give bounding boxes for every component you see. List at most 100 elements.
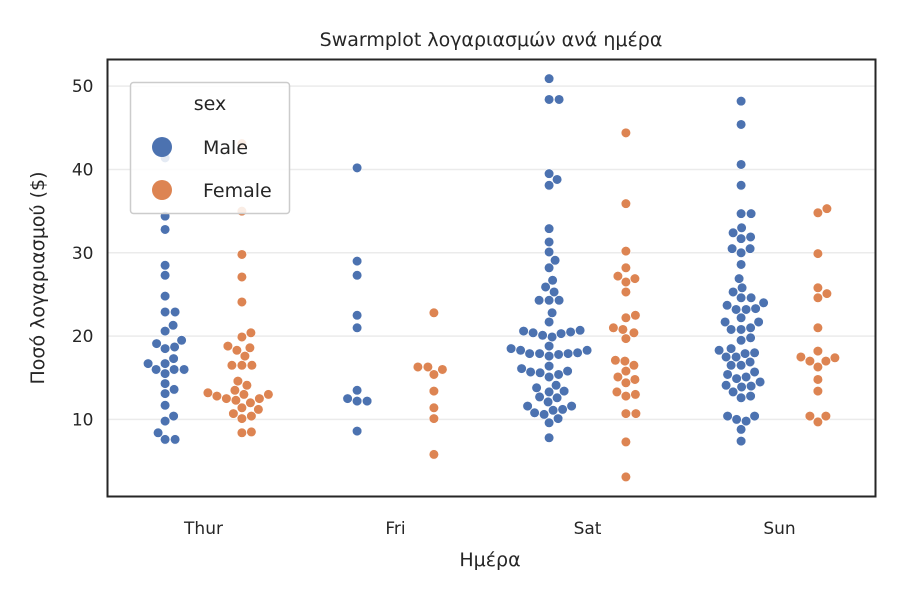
chart-title: Swarmplot λογαριασμών ανά ημέρα (320, 29, 663, 51)
data-point-male-fri (352, 310, 363, 321)
data-point-female-thur (232, 376, 243, 387)
data-point-male-thur (160, 343, 171, 354)
data-point-male-fri (352, 322, 363, 333)
data-point-male-thur (160, 400, 171, 411)
x-tick-label: Fri (385, 519, 405, 539)
data-point-male-sat (527, 327, 539, 338)
data-point-male-sun (736, 381, 747, 393)
data-point-female-sat (630, 389, 641, 400)
data-point-female-thur (246, 410, 257, 422)
data-point-male-sat (551, 392, 563, 403)
x-tick-label: Sun (763, 519, 795, 539)
data-point-male-sat (543, 94, 555, 105)
data-point-male-thur (176, 335, 187, 346)
data-point-male-sat (572, 347, 583, 358)
data-point-female-sun (812, 248, 824, 259)
data-point-female-thur (222, 341, 233, 352)
data-point-male-sat (506, 343, 517, 354)
y-tick-label: 10 (72, 410, 94, 430)
legend-box (129, 81, 291, 215)
data-point-male-sat (540, 281, 551, 293)
data-point-female-fri (412, 361, 424, 373)
data-point-male-thur (170, 434, 181, 445)
data-point-male-fri (352, 256, 363, 267)
data-point-male-sat (543, 371, 555, 383)
data-point-female-sat (612, 271, 624, 282)
data-point-female-sat (608, 322, 619, 333)
legend-title: sex (194, 93, 227, 115)
data-point-female-sun (821, 203, 833, 214)
data-point-male-thur (160, 358, 171, 369)
data-point-male-thur (153, 427, 164, 438)
data-point-male-sun (740, 371, 752, 383)
data-point-female-sun (812, 322, 824, 333)
data-point-female-thur (236, 296, 247, 308)
data-point-female-thur (202, 387, 213, 398)
data-point-male-thur (160, 291, 171, 302)
data-point-male-sat (529, 407, 540, 418)
data-point-female-sun (820, 410, 832, 422)
data-point-female-thur (211, 391, 222, 402)
data-point-male-sun (725, 343, 737, 354)
data-point-male-sun (722, 410, 733, 422)
data-point-male-sun (735, 424, 747, 435)
data-point-male-thur (160, 306, 171, 318)
data-point-male-sun (736, 282, 748, 293)
data-point-male-sat (546, 331, 558, 343)
y-ticks: 10 20 30 40 50 (72, 77, 94, 430)
data-point-male-sat (546, 307, 558, 318)
data-point-female-sat (630, 310, 641, 321)
data-point-male-thur (168, 320, 179, 331)
data-point-male-sat (552, 413, 564, 424)
data-point-male-sun (739, 348, 751, 359)
data-point-male-sat (543, 246, 555, 258)
data-point-male-sat (553, 94, 565, 105)
data-point-male-sun (731, 373, 742, 384)
data-point-male-sun (730, 351, 742, 363)
data-point-female-sun (812, 346, 824, 357)
data-point-male-sun (719, 316, 731, 328)
data-point-female-sat (620, 262, 632, 273)
data-point-male-sun (749, 366, 760, 378)
data-point-male-thur (151, 338, 162, 349)
data-point-female-sat (620, 377, 632, 388)
data-point-female-sun (812, 361, 824, 373)
data-point-male-sat (524, 348, 535, 359)
data-point-male-sat (557, 404, 568, 415)
data-point-male-sat (543, 386, 555, 398)
data-point-female-sat (620, 408, 632, 419)
data-point-female-thur (245, 397, 256, 408)
x-ticks: Thur Fri Sat Sun (183, 519, 796, 539)
data-point-male-sun (735, 435, 747, 447)
data-point-male-sun (735, 292, 747, 303)
data-point-male-sun (735, 335, 747, 346)
data-point-male-thur (160, 260, 171, 271)
data-point-female-fri (428, 449, 440, 460)
data-point-male-sun (726, 243, 738, 254)
data-point-male-thur (160, 326, 171, 337)
data-point-male-sat (547, 405, 559, 416)
data-point-male-sat (574, 325, 586, 336)
data-point-male-sun (745, 208, 757, 219)
data-point-female-thur (236, 360, 247, 371)
data-point-male-sun (727, 386, 739, 398)
data-point-male-thur (179, 364, 190, 375)
y-tick-label: 30 (72, 244, 94, 264)
data-point-male-sun (754, 376, 766, 388)
data-point-male-sun (735, 312, 747, 323)
data-point-male-thur (160, 224, 171, 235)
data-point-male-sat (537, 330, 548, 341)
data-point-female-sat (629, 273, 641, 284)
data-point-female-fri (428, 307, 440, 318)
data-point-male-sat (553, 349, 564, 360)
data-point-female-fri (428, 386, 440, 397)
data-point-male-sun (713, 345, 725, 356)
data-point-female-sat (630, 408, 642, 419)
data-point-female-sat (628, 327, 640, 338)
data-point-female-thur (221, 393, 232, 404)
data-point-female-thur (245, 327, 256, 338)
data-point-male-thur (169, 384, 180, 395)
data-point-female-thur (241, 380, 252, 391)
data-point-male-sun (735, 392, 747, 403)
